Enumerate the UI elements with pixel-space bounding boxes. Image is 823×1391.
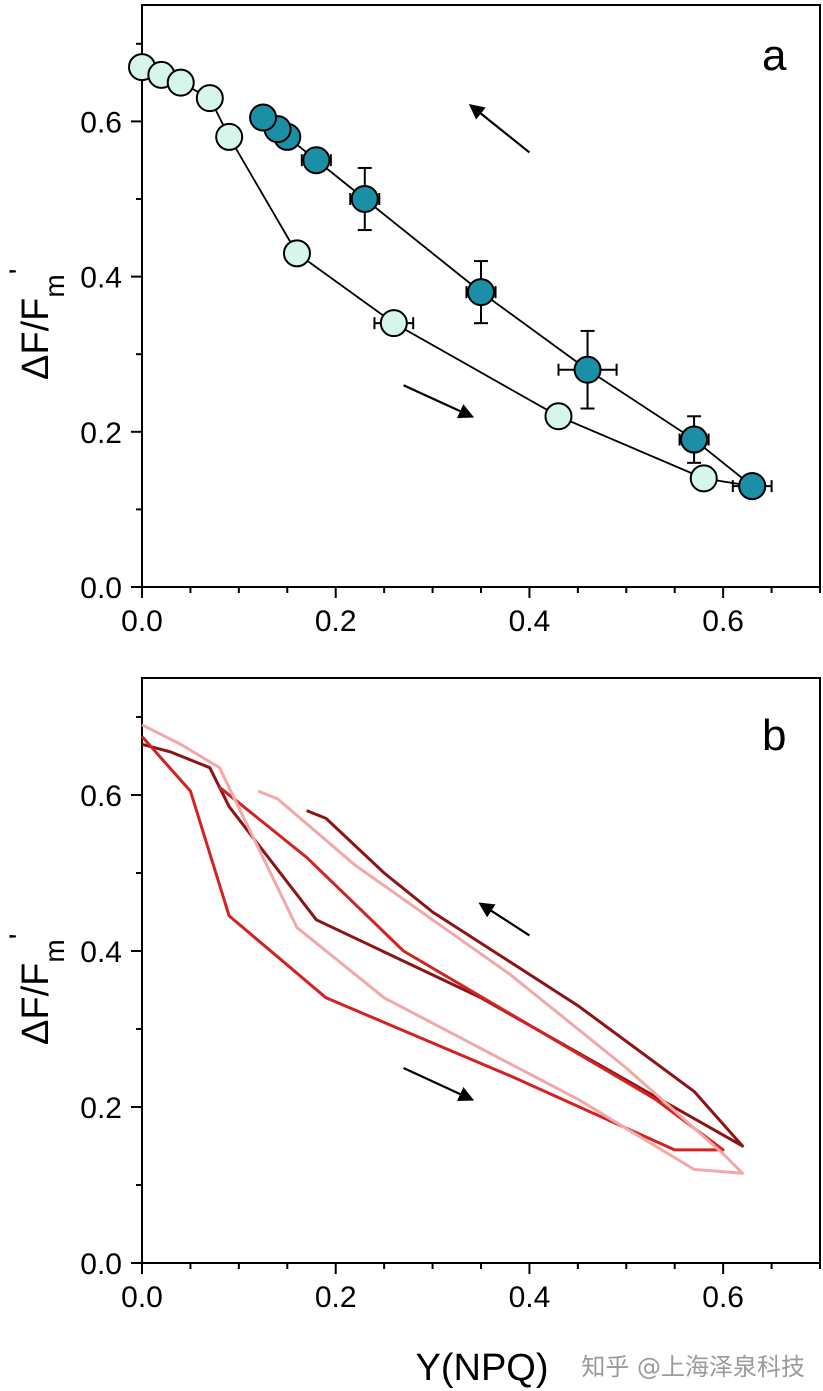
- x-tick-label: 0.0: [121, 1281, 163, 1314]
- x-tick-label: 0.4: [509, 1281, 551, 1314]
- y-axis-label: ΔF/Fm': [4, 934, 70, 1045]
- x-tick-label: 0.6: [702, 605, 744, 638]
- series-line-0: [141, 742, 745, 1148]
- data-point-series-0: [282, 239, 311, 268]
- data-point-series-0: [379, 309, 408, 338]
- direction-arrow-up-left: [478, 902, 531, 937]
- y-tick-label: 0.2: [80, 417, 122, 450]
- panel-b: b ΔF/Fm' Y(NPQ) 0.0 0.2 0.4 0.6 0.0 0.2 0.4 0.6: [4, 677, 821, 1389]
- data-point-series-0: [215, 122, 244, 151]
- y-tick-label: 0.4: [80, 262, 122, 295]
- y-axis-label: ΔF/Fm': [4, 269, 70, 380]
- data-point-series-1: [738, 472, 767, 501]
- data-point-series-0: [166, 68, 195, 97]
- y-tick-label: 0.0: [80, 1248, 122, 1281]
- data-point-series-1: [249, 103, 278, 132]
- data-point-series-1: [302, 146, 331, 175]
- plot-frame: [141, 677, 821, 1264]
- axes: 0.0 0.2 0.4 0.6 0.0 0.2 0.4 0.6: [80, 716, 821, 1314]
- x-axis-label: Y(NPQ): [416, 1347, 549, 1389]
- data-point-series-1: [467, 278, 495, 307]
- watermark: 知乎 @上海泽泉科技: [581, 1353, 805, 1381]
- arrows: [403, 103, 531, 419]
- x-tick-label: 0.6: [702, 1281, 744, 1314]
- arrows: [403, 902, 531, 1102]
- direction-arrow-down-right: [403, 384, 475, 419]
- y-label-main: ΔF/Fm': [4, 269, 70, 380]
- lines: [140, 723, 745, 1175]
- y-tick-label: 0.6: [80, 780, 122, 813]
- series-line-1: [262, 116, 753, 487]
- points: [128, 53, 767, 501]
- data-point-series-0: [195, 84, 224, 113]
- series-line-1: [140, 735, 725, 1152]
- direction-arrow-up-left: [468, 103, 531, 154]
- y-tick-label: 0.0: [80, 572, 122, 605]
- axes: 0.0 0.2 0.4 0.6 0.0 0.2 0.4 0.6: [80, 42, 821, 638]
- panel-a: a ΔF/Fm' 0.0 0.2 0.4 0.6 0.0 0.2 0.4 0.6: [4, 4, 821, 638]
- y-label-main: ΔF/Fm': [4, 934, 70, 1045]
- data-point-series-0: [689, 464, 718, 493]
- x-tick-label: 0.0: [121, 605, 163, 638]
- x-tick-label: 0.2: [315, 605, 357, 638]
- y-tick-label: 0.2: [80, 1092, 122, 1125]
- y-tick-label: 0.4: [80, 936, 122, 969]
- series-line-2: [141, 723, 745, 1175]
- panel-letter: a: [762, 31, 787, 80]
- data-point-series-0: [544, 402, 573, 431]
- data-point-series-1: [680, 425, 709, 454]
- direction-arrow-down-right: [403, 1067, 475, 1102]
- data-point-series-1: [573, 355, 602, 384]
- x-tick-label: 0.2: [315, 1281, 357, 1314]
- data-point-series-1: [350, 185, 379, 213]
- x-tick-label: 0.4: [509, 605, 551, 638]
- panel-letter: b: [762, 711, 786, 760]
- y-tick-label: 0.6: [80, 106, 122, 139]
